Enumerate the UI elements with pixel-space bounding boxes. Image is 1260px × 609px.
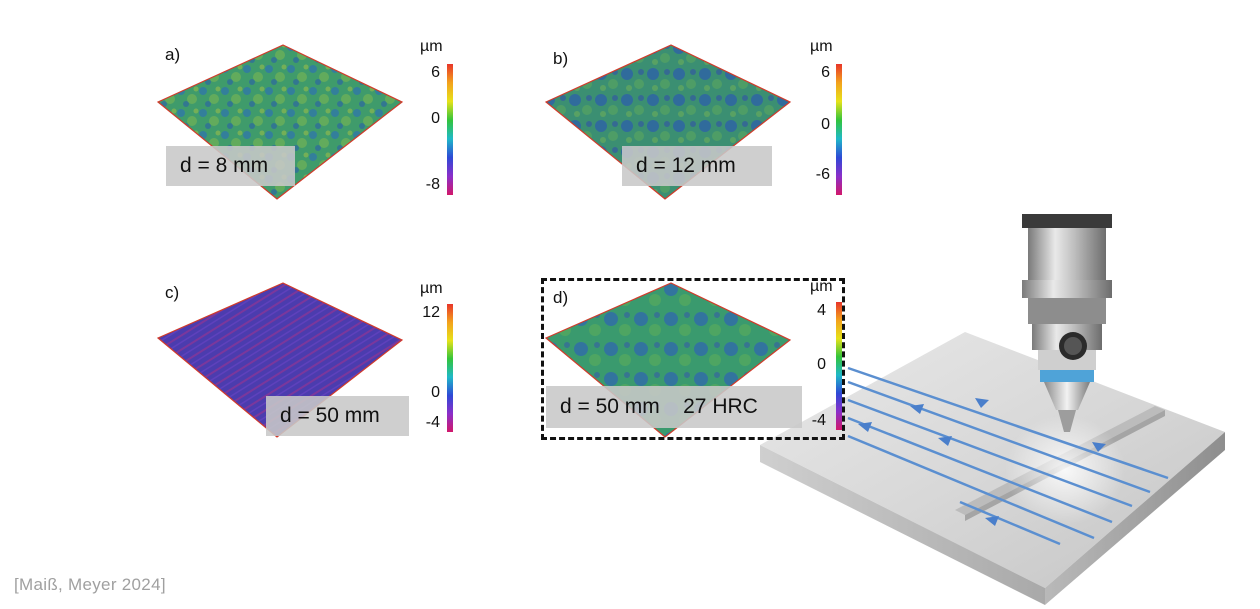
tool-path-arrows	[858, 398, 1106, 526]
workpiece-right-face	[1045, 432, 1225, 605]
machining-illustration	[760, 214, 1225, 605]
distance-label: d = 50 mm 27 HRC	[546, 386, 802, 428]
colorbar-tick-zero: 0	[817, 356, 826, 373]
colorbar-tick-zero: 0	[821, 116, 830, 133]
distance-label: d = 8 mm	[166, 146, 295, 186]
colorbar	[447, 64, 453, 195]
highlight-frame	[541, 278, 845, 440]
panel-label: b)	[553, 49, 569, 68]
colorbar-tick-max: 6	[821, 64, 830, 81]
workpiece-front-face	[760, 445, 1045, 605]
colorbar-tick-max: 4	[817, 302, 826, 319]
colorbar-unit: µm	[420, 280, 443, 297]
surface-topography-map	[156, 282, 404, 438]
colorbar	[836, 302, 842, 430]
colorbar-tick-min: -6	[815, 166, 830, 183]
colorbar-unit: µm	[810, 278, 833, 295]
colorbar-tick-zero: 0	[431, 110, 440, 127]
panel-label: c)	[165, 283, 180, 302]
panel-label: a)	[165, 45, 181, 64]
colorbar-unit: µm	[420, 38, 443, 55]
citation: [Maiß, Meyer 2024]	[14, 575, 166, 594]
panel-label: d)	[553, 288, 569, 307]
laser-spindle	[1022, 214, 1112, 432]
colorbar-unit: µm	[810, 38, 833, 55]
colorbar-tick-zero: 0	[431, 384, 440, 401]
colorbar	[836, 64, 842, 195]
workpiece-top-face	[760, 332, 1225, 588]
colorbar-tick-max: 6	[431, 64, 440, 81]
tool-path-lines	[847, 366, 1169, 546]
colorbar-tick-min: -4	[425, 414, 440, 431]
colorbar-tick-min: -4	[811, 412, 826, 429]
distance-label: d = 50 mm	[266, 396, 409, 436]
colorbar-tick-min: -8	[425, 176, 440, 193]
colorbar	[447, 304, 453, 432]
colorbar-tick-max: 12	[422, 304, 440, 321]
distance-label: d = 12 mm	[622, 146, 772, 186]
